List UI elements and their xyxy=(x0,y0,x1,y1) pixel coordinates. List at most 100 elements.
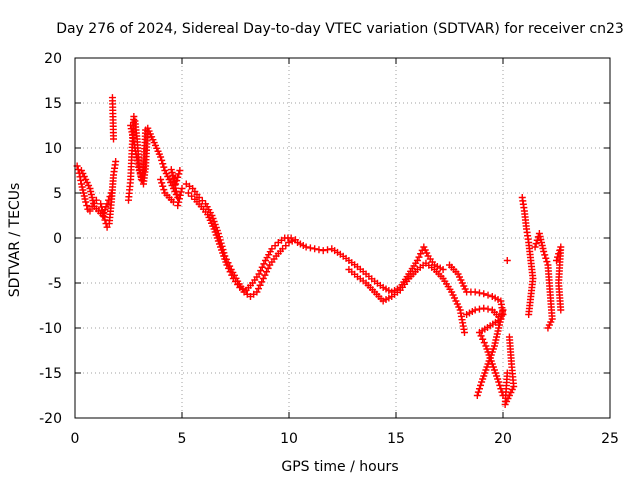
series-track-e xyxy=(157,176,186,210)
data-point xyxy=(176,191,184,199)
data-point xyxy=(136,170,144,178)
data-point xyxy=(499,306,507,314)
x-axis: 0 5 10 15 20 25 xyxy=(71,58,619,447)
data-point xyxy=(105,196,113,204)
x-axis-label: GPS time / hours xyxy=(281,459,398,475)
data-point xyxy=(480,339,488,347)
data-point xyxy=(256,281,264,289)
data-point xyxy=(484,305,492,313)
series-track-j xyxy=(446,261,507,318)
data-point xyxy=(279,245,287,253)
data-point xyxy=(543,258,551,266)
data-point xyxy=(83,202,91,210)
data-point xyxy=(158,156,166,164)
y-tick-label: 15 xyxy=(44,96,62,112)
data-point xyxy=(496,381,504,389)
x-tick-label: 20 xyxy=(494,431,512,447)
data-point xyxy=(415,253,423,261)
data-point xyxy=(198,197,206,205)
x-tick-label: 10 xyxy=(280,431,298,447)
data-point xyxy=(158,179,166,187)
data-point xyxy=(531,243,539,251)
data-point xyxy=(268,245,276,253)
series-track-l xyxy=(473,257,518,408)
data-point xyxy=(544,324,552,332)
data-point xyxy=(541,251,549,259)
data-point xyxy=(173,177,181,185)
y-tick-label: 0 xyxy=(53,231,62,247)
data-point xyxy=(239,285,247,293)
data-point xyxy=(477,381,485,389)
data-point xyxy=(258,263,266,271)
data-point xyxy=(288,237,296,245)
data-point xyxy=(195,194,203,201)
data-point xyxy=(261,271,269,279)
data-point xyxy=(176,167,184,174)
data-point xyxy=(475,329,483,336)
chart-title: Day 276 of 2024, Sidereal Day-to-day VTE… xyxy=(56,21,624,37)
data-point xyxy=(287,234,295,242)
data-point xyxy=(306,244,314,252)
data-point xyxy=(86,207,94,215)
x-tick-label: 0 xyxy=(71,431,80,447)
data-point xyxy=(484,291,492,299)
data-point xyxy=(157,176,165,183)
data-point xyxy=(157,153,165,161)
data-point xyxy=(223,261,231,269)
data-point xyxy=(532,240,540,248)
y-tick-label: 5 xyxy=(53,186,62,202)
data-point xyxy=(159,160,167,168)
data-point xyxy=(172,180,180,188)
data-point xyxy=(174,202,182,210)
data-point xyxy=(103,223,111,231)
data-point xyxy=(413,257,421,264)
series-track-h xyxy=(294,239,447,296)
data-point xyxy=(417,250,425,258)
data-point xyxy=(77,176,85,184)
x-tick-label: 25 xyxy=(601,431,619,447)
series-track-a xyxy=(73,158,120,231)
data-point xyxy=(110,135,118,143)
data-point xyxy=(260,260,268,268)
data-point xyxy=(175,195,183,203)
data-point xyxy=(473,392,481,399)
data-point xyxy=(160,186,168,194)
data-point xyxy=(226,268,234,276)
data-point xyxy=(106,193,114,201)
y-tick-label: 10 xyxy=(44,141,62,157)
data-point xyxy=(130,113,138,120)
data-point xyxy=(255,270,263,278)
series-track-m xyxy=(518,194,565,332)
data-point xyxy=(319,247,327,255)
y-axis-label: SDTVAR / TECUs xyxy=(7,183,23,298)
data-point xyxy=(159,182,167,190)
y-tick-label: -5 xyxy=(48,276,62,292)
data-point xyxy=(439,266,447,273)
data-point xyxy=(533,236,541,244)
y-axis: -20 -15 -10 -5 0 5 10 15 20 xyxy=(39,51,610,427)
data-point xyxy=(175,170,183,178)
data-point xyxy=(282,242,290,250)
x-tick-label: 15 xyxy=(387,431,405,447)
data-point xyxy=(174,173,182,181)
data-point xyxy=(184,189,192,197)
data-point xyxy=(475,289,483,297)
y-tick-label: -20 xyxy=(39,411,62,427)
grid xyxy=(75,58,610,418)
data-point xyxy=(503,369,511,377)
data-point xyxy=(302,243,310,251)
data-point xyxy=(285,239,293,246)
data-point xyxy=(540,248,548,255)
data-point xyxy=(160,163,168,171)
data-point xyxy=(475,385,483,393)
data-point xyxy=(175,198,183,206)
data-point xyxy=(259,275,267,282)
data-point xyxy=(324,246,332,254)
data-point xyxy=(495,378,503,386)
data-point xyxy=(471,288,479,296)
y-tick-label: -15 xyxy=(39,366,62,382)
y-tick-label: -10 xyxy=(39,321,62,337)
data-point xyxy=(225,264,233,272)
data-point xyxy=(107,189,115,197)
